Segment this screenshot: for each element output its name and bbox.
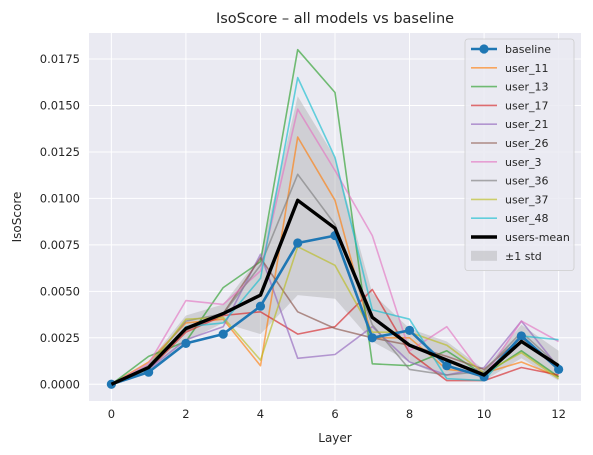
baseline-point bbox=[255, 301, 266, 311]
series-lines bbox=[106, 48, 564, 389]
x-tick-label: 10 bbox=[477, 407, 492, 421]
legend-label: user_3 bbox=[505, 156, 542, 169]
y-tick-label: 0.0075 bbox=[40, 238, 80, 252]
y-tick-label: 0.0100 bbox=[40, 191, 80, 205]
series-line-users-mean bbox=[110, 198, 560, 386]
x-tick-label: 12 bbox=[551, 407, 566, 421]
x-axis-label: Layer bbox=[318, 431, 352, 445]
y-tick-label: 0.0125 bbox=[40, 145, 80, 159]
y-tick-label: 0.0050 bbox=[40, 284, 80, 298]
series-line-user-36 bbox=[111, 173, 560, 386]
legend-swatch-std-band bbox=[471, 250, 497, 261]
legend-label: user_26 bbox=[505, 137, 549, 150]
legend-label: baseline bbox=[505, 43, 551, 56]
legend-marker-baseline bbox=[479, 44, 489, 54]
baseline-point bbox=[293, 238, 303, 248]
baseline-point bbox=[218, 329, 228, 339]
legend-label: ±1 std bbox=[505, 250, 542, 263]
baseline-point bbox=[554, 364, 564, 375]
baseline-point bbox=[404, 325, 415, 335]
baseline-point bbox=[516, 331, 526, 341]
baseline-point bbox=[181, 338, 191, 348]
legend-box bbox=[464, 38, 575, 272]
y-tick-label: 0.0025 bbox=[40, 331, 80, 345]
x-tick-label: 2 bbox=[182, 407, 189, 421]
legend-label: user_13 bbox=[505, 81, 549, 94]
x-tick-label: 0 bbox=[108, 407, 115, 421]
x-tick-label: 8 bbox=[406, 407, 413, 421]
baseline-point bbox=[367, 333, 377, 343]
tick-labels: 0 2 4 6 8 10 12 0.0000 0.0025 0.0050 0.0075 0.0100 0… bbox=[40, 52, 566, 421]
legend-label: user_17 bbox=[505, 99, 549, 112]
legend-label: user_11 bbox=[505, 62, 549, 75]
legend-label: users-mean bbox=[505, 231, 570, 244]
legend-label: user_48 bbox=[505, 212, 549, 225]
y-tick-label: 0.0150 bbox=[40, 98, 80, 112]
baseline-point bbox=[442, 361, 452, 371]
legend-label: user_21 bbox=[505, 118, 549, 131]
y-tick-label: 0.0175 bbox=[40, 52, 80, 66]
x-tick-label: 4 bbox=[257, 407, 264, 421]
legend-label: user_37 bbox=[505, 193, 549, 206]
chart-title: IsoScore – all models vs baseline bbox=[216, 11, 454, 27]
legend-label: user_36 bbox=[505, 175, 549, 188]
x-tick-label: 6 bbox=[331, 407, 338, 421]
y-axis-label: IsoScore bbox=[10, 192, 24, 243]
legend: baseline user_11 user_13 user_17 user_21user… bbox=[464, 38, 575, 272]
y-tick-label: 0.0000 bbox=[40, 377, 80, 391]
